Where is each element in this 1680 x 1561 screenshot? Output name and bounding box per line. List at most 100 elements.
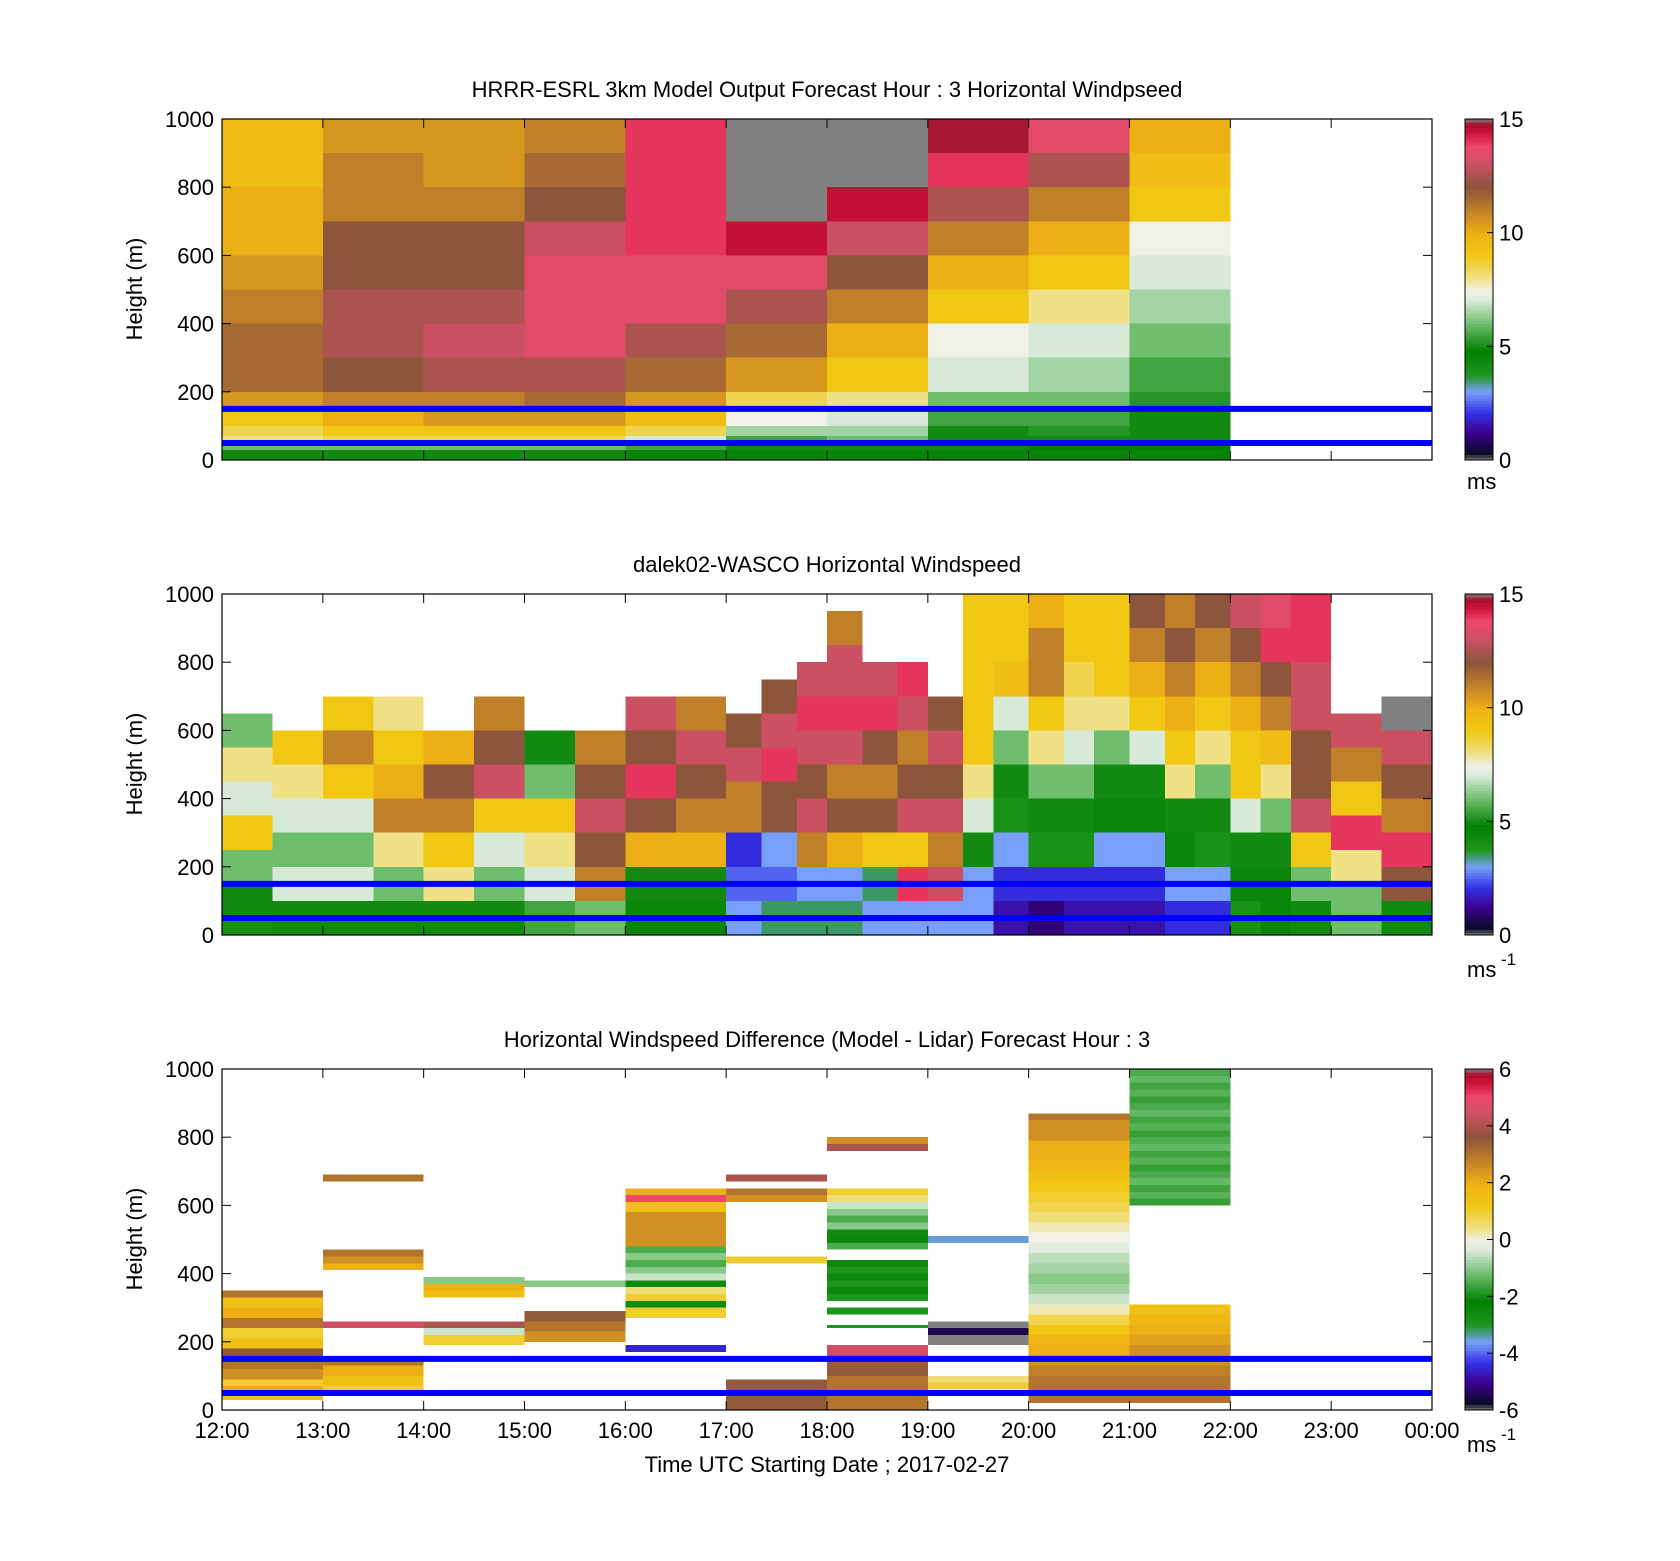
colorbar-segment: [1465, 261, 1493, 265]
heatmap-cell: [927, 408, 1029, 426]
colorbar-segment: [1465, 204, 1493, 208]
colorbar-segment: [1465, 827, 1493, 831]
y-tick-label: 800: [177, 1125, 214, 1150]
heatmap-cell: [524, 1311, 626, 1322]
heatmap-cell: [1290, 798, 1332, 833]
heatmap-cell: [625, 764, 676, 799]
heatmap-cell: [322, 832, 374, 867]
colorbar-segment: [1465, 716, 1493, 720]
colorbar-segment: [1465, 306, 1493, 310]
x-tick-label: 20:00: [1001, 1418, 1056, 1443]
heatmap-cell: [1094, 662, 1130, 697]
heatmap-cell: [897, 764, 928, 799]
heatmap-cell: [524, 832, 575, 867]
colorbar-segment: [1465, 133, 1493, 137]
colorbar-segment: [1465, 1142, 1493, 1147]
heatmap-cell: [726, 255, 827, 290]
heatmap-cell: [222, 442, 323, 450]
heatmap-cell: [1028, 1396, 1130, 1404]
colorbar-segment: [1465, 1131, 1493, 1135]
colorbar-segment: [1465, 1370, 1493, 1374]
colorbar-segment: [1465, 124, 1493, 129]
colorbar-segment: [1465, 1154, 1493, 1158]
heatmap-cell: [423, 1321, 525, 1329]
heatmap-cell: [827, 153, 928, 188]
heatmap-cell: [1129, 1089, 1231, 1097]
colorbar-segment: [1465, 1230, 1493, 1235]
heatmap-cell: [796, 662, 827, 697]
heatmap-cell: [625, 1287, 727, 1295]
heatmap-cell: [1164, 730, 1196, 765]
colorbar-segment: [1465, 1176, 1493, 1181]
colorbar-tick-label: 15: [1499, 582, 1523, 607]
colorbar-segment: [1465, 1103, 1493, 1107]
heatmap-cell: [927, 1375, 1029, 1383]
colorbar-segment: [1465, 1157, 1493, 1161]
colorbar-segment: [1465, 1350, 1493, 1354]
heatmap-cell: [524, 730, 575, 765]
colorbar-segment: [1465, 386, 1493, 390]
heatmap-cell: [322, 323, 424, 358]
heatmap-cell: [1094, 594, 1130, 629]
colorbar-segment: [1465, 693, 1493, 697]
heatmap-cell: [373, 764, 424, 799]
y-axis-label: Height (m): [122, 713, 147, 816]
heatmap-cell: [1028, 1171, 1130, 1182]
heatmap-cell: [524, 357, 626, 392]
heatmap-cell: [423, 323, 525, 358]
heatmap-cell: [423, 119, 525, 154]
colorbar-segment: [1465, 329, 1493, 333]
heatmap-cell: [222, 747, 273, 782]
heatmap-cell: [862, 764, 898, 799]
heatmap-cell: [1230, 730, 1261, 765]
colorbar-segment: [1465, 900, 1493, 905]
colorbar-segment: [1465, 201, 1493, 205]
y-ticks: 0 200 400 600 800 1000: [165, 107, 1432, 473]
heatmap-cell: [373, 798, 424, 833]
heatmap-cell: [827, 1365, 928, 1376]
heatmap-cell: [222, 153, 323, 188]
heatmap-cell: [963, 832, 994, 867]
heatmap-cell: [1028, 594, 1064, 629]
heatmap-cell: [1028, 255, 1130, 290]
colorbar-segment: [1465, 1390, 1493, 1394]
heatmap-cell: [1028, 1113, 1130, 1121]
y-axis-label: Height (m): [122, 1188, 147, 1291]
colorbar-segment: [1465, 767, 1493, 771]
colorbar-segment: [1465, 226, 1493, 231]
colorbar-segment: [1465, 1140, 1493, 1144]
heatmap-cell: [1230, 832, 1261, 867]
heatmap-cell: [322, 289, 424, 324]
heatmap-cell: [927, 153, 1029, 188]
colorbar-segment: [1465, 929, 1493, 933]
heatmap-cell: [897, 730, 928, 765]
heatmap-cell: [927, 449, 1029, 460]
heatmap-cell: [625, 1266, 727, 1274]
heatmap-cell: [625, 442, 727, 450]
heatmap-cell: [675, 730, 727, 765]
heatmap-cell: [1260, 628, 1291, 663]
colorbar-segment: [1465, 221, 1493, 225]
heatmap-cell: [423, 357, 525, 392]
heatmap-cell: [726, 713, 762, 748]
colorbar-segment: [1465, 915, 1493, 919]
heatmap-cell: [1028, 1334, 1130, 1346]
colorbar-segment: [1465, 286, 1493, 291]
colorbar-segment: [1465, 1069, 1493, 1073]
colorbar-segment: [1465, 312, 1493, 316]
heatmap-cell: [222, 391, 323, 409]
colorbar-segment: [1465, 670, 1493, 675]
heatmap-cell: [1129, 1171, 1231, 1179]
heatmap-cell: [1028, 408, 1130, 426]
heatmap-cell: [322, 442, 424, 450]
heatmap-cell: [322, 187, 424, 222]
heatmap-cell: [625, 1188, 727, 1196]
colorbar-segment: [1465, 457, 1493, 461]
colorbar-segment: [1465, 1185, 1493, 1189]
colorbar-segment: [1465, 1401, 1493, 1405]
colorbar-segment: [1465, 1296, 1493, 1300]
colorbar-segment: [1465, 611, 1493, 615]
heatmap-cell: [827, 1307, 928, 1315]
colorbar-segment: [1465, 1282, 1493, 1286]
